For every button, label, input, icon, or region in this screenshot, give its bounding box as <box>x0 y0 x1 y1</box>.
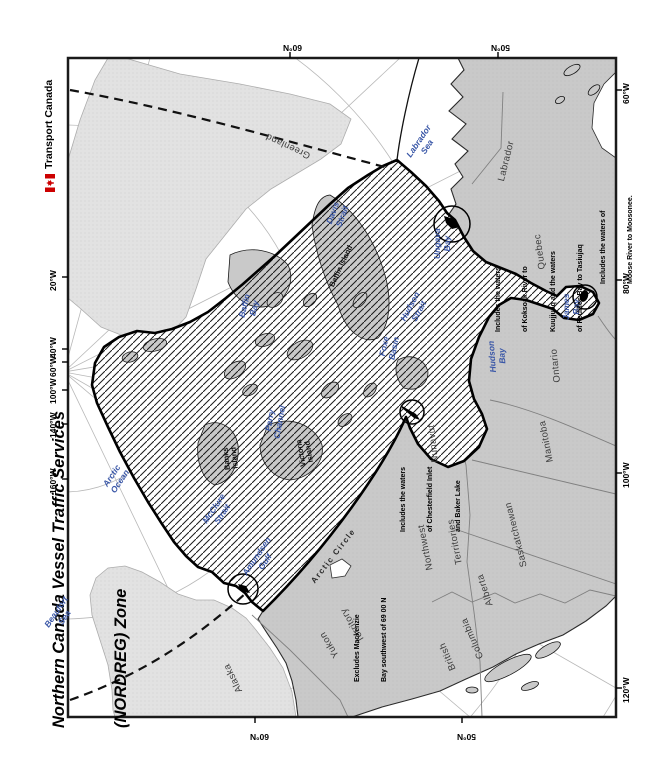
greenland-landmass <box>68 58 352 342</box>
tick-left-140w: 140°W <box>48 412 58 438</box>
tick-bottom-50n: 50°N <box>457 732 476 742</box>
water-label-hudson-bay: Hudson Bay <box>486 340 507 373</box>
tick-left-100w: 100°W <box>48 378 58 404</box>
logo-text: Transport Canada <box>43 79 55 169</box>
tick-left-40w: 40°W <box>48 337 58 358</box>
transport-canada-logo: Transport Canada <box>43 79 55 192</box>
tick-right-100w: 100°W <box>621 462 631 488</box>
map-title-line1: Northern Canada Vessel Traffic Services <box>50 410 69 728</box>
annotation-chesterfield: Includes the waters of Chesterfield Inle… <box>400 466 462 532</box>
zone-limit-davis-strait <box>396 58 420 161</box>
tick-left-60w: 60°W <box>48 356 58 377</box>
annotation-circles <box>227 205 598 605</box>
tick-left-20w: 20°W <box>48 270 58 291</box>
canada-flag-icon <box>44 174 55 192</box>
label-banks-island: Banks Island <box>220 446 241 471</box>
map-frame <box>62 52 622 723</box>
annotation-mackenzie: Excludes Mackenzie Bay southwest of 69 0… <box>354 597 389 682</box>
annotation-kuujjuaq: Includes the waters of Koksoak River to … <box>495 244 585 332</box>
tick-top-60n: 60°N <box>283 43 302 53</box>
tick-left-160w: 160°W <box>48 468 58 494</box>
arctic-circle-line <box>69 88 393 702</box>
map-title-line2: (NORDREG) Zone <box>112 588 131 728</box>
water-label-ungava-bay: Ungava Bay <box>432 228 452 259</box>
tick-right-120w: 120°W <box>621 677 631 703</box>
tick-right-60w: 60°W <box>621 83 631 104</box>
coastal-inlet <box>591 71 616 159</box>
tick-top-50n: 50°N <box>491 43 510 53</box>
great-slave-lake <box>329 558 352 579</box>
tick-bottom-60n: 60°N <box>250 732 269 742</box>
nordreg-zone <box>90 58 601 613</box>
annotation-moosonee: Includes the waters of Moose River to Mo… <box>600 195 635 284</box>
frame-tick-marks <box>62 52 622 723</box>
map-title: Northern Canada Vessel Traffic Services … <box>8 411 152 728</box>
alaska-landmass <box>89 565 297 717</box>
